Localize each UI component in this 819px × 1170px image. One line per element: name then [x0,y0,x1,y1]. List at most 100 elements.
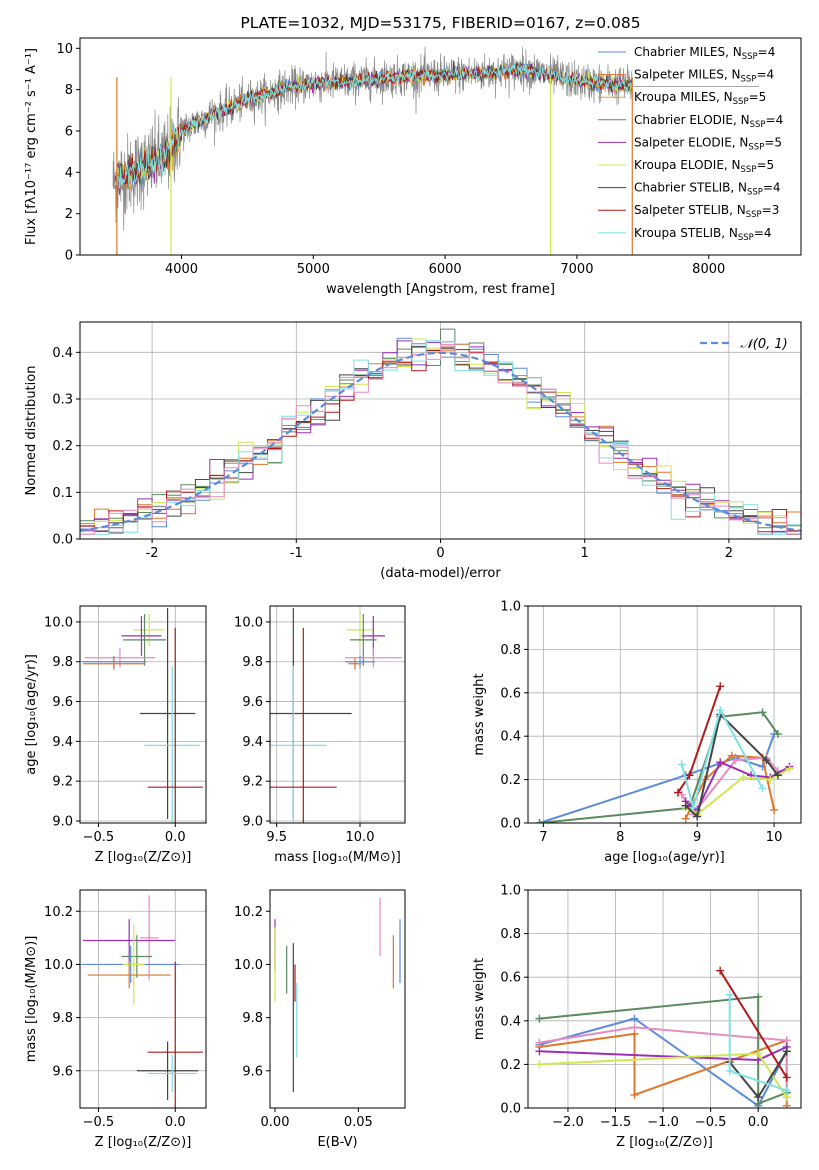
legend-entry: Chabrier ELODIE, NSSP=4 [634,113,783,130]
weight-marker [727,751,736,760]
weight-marker [535,1060,544,1069]
y-tick-label: 1.0 [500,600,521,615]
x-tick-label: 0 [436,546,444,561]
weight-marker [677,760,686,769]
y-axis-label: mass weight [472,673,487,755]
y-tick-label: 10.0 [44,958,73,973]
axes-frame [527,605,802,824]
y-tick-label: 2 [65,207,73,222]
y-tick-label: 0.4 [52,346,73,361]
y-tick-label: 0.0 [500,1102,521,1117]
y-tick-label: 10 [56,42,73,57]
y-tick-label: 0.3 [52,393,73,408]
x-tick-label: 0.05 [344,1115,373,1130]
y-axis-label: mass weight [472,958,487,1040]
y-tick-label: 9.8 [242,655,263,670]
x-axis-label: Z [log₁₀(Z/Z⊙)] [95,850,192,865]
axes-frame [79,889,207,1109]
legend: Chabrier MILES, NSSP=4 Salpeter MILES, NS… [598,45,783,243]
x-axis-label: age [log₁₀(age/yr)] [604,850,725,865]
x-axis-label: Z [log₁₀(Z/Z⊙)] [616,1135,713,1150]
y-axis-label: mass [log₁₀(M/M⊙)] [24,936,39,1063]
legend-entry: Kroupa MILES, NSSP=5 [634,90,766,107]
normal-curve [80,351,801,532]
x-tick-label: 8 [616,830,624,845]
errorbar-point [139,895,159,981]
weight-marker [758,784,767,793]
weight-marker [773,730,782,739]
errorbar-point [144,665,200,823]
weight-marker [782,1086,791,1095]
errorbar-point [123,613,167,666]
weight-marker [725,990,734,999]
axes-frame [527,889,802,1109]
errorbar-point [350,613,377,666]
y-tick-label: 9.6 [52,695,73,710]
axes-frame [79,605,207,824]
legend-entry: Salpeter STELIB, NSSP=3 [634,203,779,220]
x-tick-label: 10.0 [346,830,375,845]
x-axis-label: E(B-V) [317,1135,357,1150]
weight-marker [681,814,690,823]
y-tick-label: 0.6 [500,686,521,701]
weight-line [539,733,776,823]
plot-area-spectrum [112,46,759,255]
x-axis-label: (data-model)/error [380,566,501,581]
legend-entry: 𝒩(0, 1) [740,337,787,352]
weight-line [539,1017,788,1108]
errorbar-point [147,627,203,823]
y-tick-label: 0.4 [500,730,521,745]
y-tick-label: 9.6 [242,1064,263,1079]
weight-marker [716,966,725,975]
x-tick-label: −0.5 [83,830,115,845]
y-tick-label: 0.2 [500,773,521,788]
x-tick-label: 0.0 [165,830,186,845]
y-tick-label: 9.2 [242,775,263,790]
y-tick-label: 10.0 [44,615,73,630]
plot-area-age-vs-z [81,607,203,823]
weight-marker [725,1066,734,1075]
histogram-series [80,340,801,535]
chart-title: PLATE=1032, MJD=53175, FIBERID=0167, z=0… [240,14,640,32]
panel-mass-vs-z: −0.5 0.0 9.6 9.8 10.0 10.2 Z [log₁₀(Z/Z⊙)] mass… [24,889,207,1150]
y-tick-label: 0 [65,249,73,264]
weight-line [685,760,790,812]
weight-marker [630,1090,639,1099]
legend-entry: Salpeter MILES, NSSP=4 [634,68,774,85]
weight-marker [758,708,767,717]
y-axis-label: Normed distribution [24,366,39,496]
weight-marker [766,775,775,784]
x-axis-label: Z [log₁₀(Z/Z⊙)] [95,1135,192,1150]
errorbar-point [139,607,196,820]
y-tick-label: 10.0 [234,958,263,973]
x-tick-label: −0.5 [83,1115,115,1130]
weight-marker [716,758,725,767]
plot-area-age-vs-mass [270,607,402,823]
weight-marker [782,1047,791,1056]
y-tick-label: 6 [65,125,73,140]
weight-line [719,970,788,1079]
panel-age-vs-mass: 9.5 10.0 9.0 9.2 9.4 9.6 9.8 10.0 mass [log₁₀(M/… [234,605,406,865]
y-tick-label: 9.6 [52,1064,73,1079]
y-tick-label: 0.2 [500,1058,521,1073]
y-tick-label: 9.8 [242,1011,263,1026]
x-tick-label: −2.0 [552,1115,584,1130]
y-tick-label: 9.8 [52,1011,73,1026]
x-tick-label: 0.0 [748,1115,769,1130]
x-axis-label: mass [log₁₀(M/M⊙)] [274,850,401,865]
weight-marker [754,1093,763,1102]
x-tick-label: 1 [581,546,589,561]
plot-area-mass-vs-z [81,895,203,1108]
y-tick-label: 10.2 [234,905,263,920]
y-tick-label: 0.8 [500,643,521,658]
y-tick-label: 9.0 [52,815,73,830]
legend-entry: Kroupa ELODIE, NSSP=5 [634,158,774,175]
errorbar-point [123,924,145,1005]
x-tick-label: 7000 [560,262,593,277]
weight-marker [630,1014,639,1023]
errorbar-point [121,935,153,978]
y-tick-label: 1.0 [500,884,521,899]
panel-mass-weight-vs-age: 7 8 9 10 0.0 0.2 0.4 0.6 0.8 1.0 age [log₁₀(age/yr… [472,600,802,865]
weight-marker [535,1038,544,1047]
